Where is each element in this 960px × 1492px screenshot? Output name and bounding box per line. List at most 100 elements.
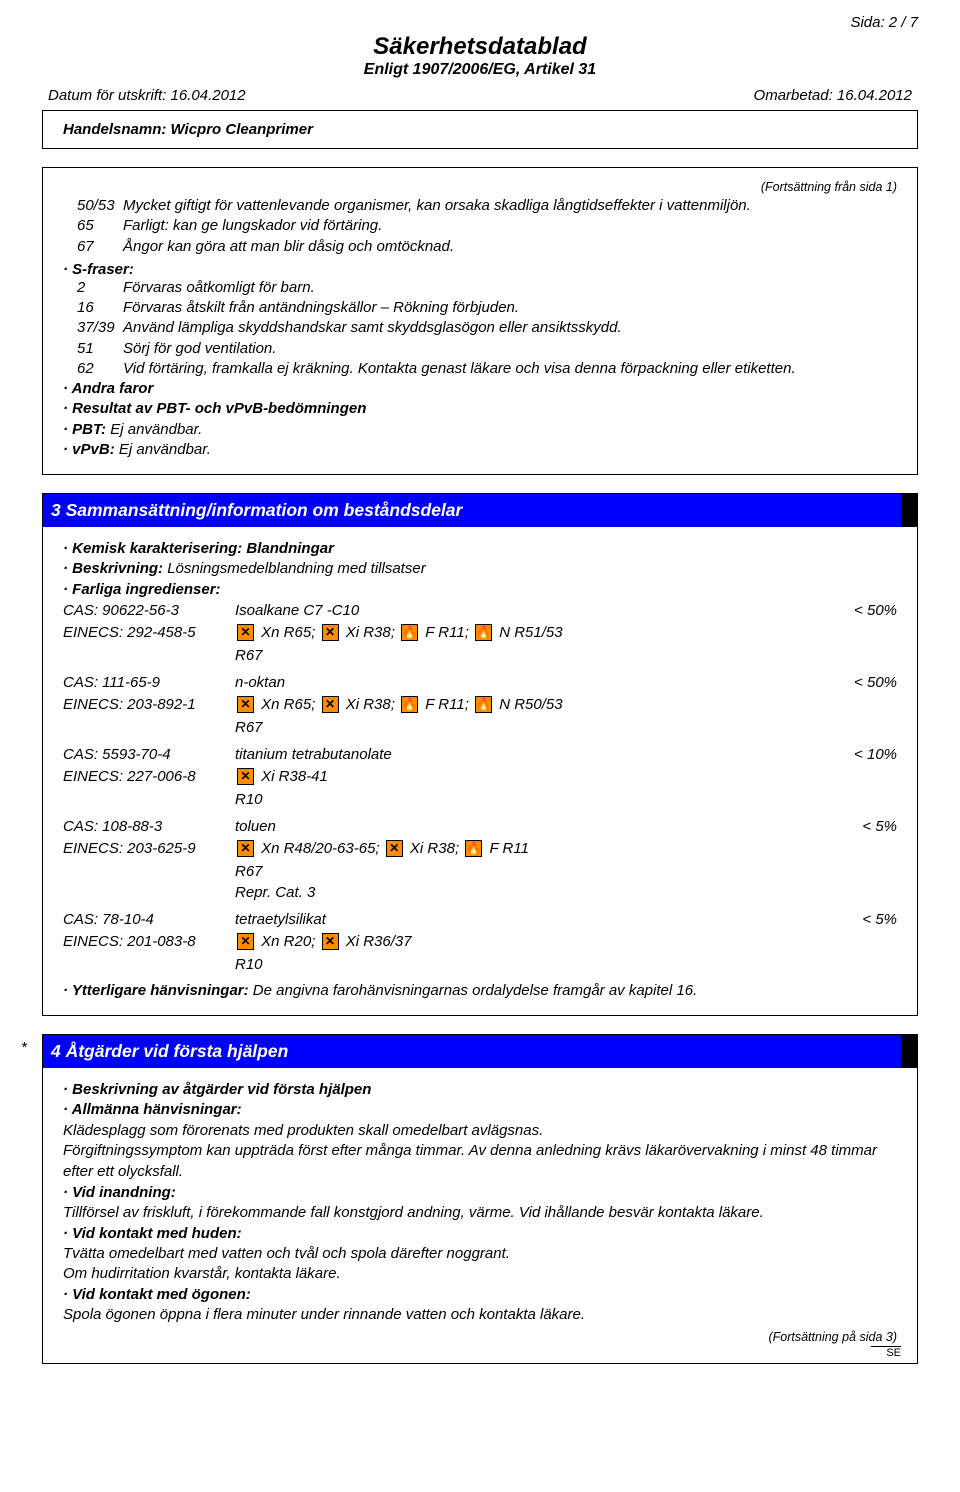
ingredient-row: CAS: 108-88-3toluen< 5%EINECS: 203-625-9…	[63, 816, 897, 903]
s-phrase-code: 37/39	[63, 318, 123, 338]
hazard-code: F R11;	[421, 624, 473, 641]
hazard-extra: R10	[63, 954, 897, 975]
einecs-number: EINECS: 203-892-1	[63, 693, 235, 717]
pbt-vpvb-result: Resultat av PBT- och vPvB-bedömningen	[63, 399, 897, 419]
hazard-code: Xn R65;	[257, 624, 320, 641]
s-phrases-header: · S-fraser:	[63, 261, 897, 278]
revised-date: Omarbetad: 16.04.2012	[754, 87, 912, 104]
skin-contact-header: Vid kontakt med huden:	[63, 1224, 897, 1244]
r-phrases: 50/53Mycket giftigt för vattenlevande or…	[63, 196, 897, 257]
trade-name: Handelsnamn: Wicpro Cleanprimer	[63, 121, 897, 138]
s-phrase-code: 51	[63, 339, 123, 359]
hazard-code: N R51/53	[495, 624, 563, 641]
chemical-characterization: Kemisk karakterisering: Blandningar	[63, 539, 897, 559]
hazard-x-icon	[237, 696, 254, 713]
cas-number: CAS: 108-88-3	[63, 816, 235, 837]
hazard-code: Xi R38;	[406, 840, 464, 857]
ingredient-row: CAS: 78-10-4tetraetylsilikat< 5%EINECS: …	[63, 909, 897, 975]
hazard-code: Xi R36/37	[342, 933, 412, 950]
andra-faror: Andra faror	[63, 379, 897, 399]
s-phrase-text: Använd lämpliga skyddshandskar samt skyd…	[123, 318, 897, 338]
r-phrase-text: Ångor kan göra att man blir dåsig och om…	[123, 237, 897, 257]
r-phrase-row: 50/53Mycket giftigt för vattenlevande or…	[63, 196, 897, 216]
hazard-x-icon	[237, 933, 254, 950]
first-aid-description: Beskrivning av åtgärder vid första hjälp…	[63, 1080, 897, 1100]
hazard-code: Xn R65;	[257, 696, 320, 713]
hazard-flame-icon: 🔥	[465, 840, 482, 857]
hazard-code: Xn R48/20-63-65;	[257, 840, 384, 857]
hazard-flame-icon: 🔥	[401, 696, 418, 713]
s-phrase-row: 51Sörj för god ventilation.	[63, 339, 897, 359]
section2-cont-box: (Fortsättning från sida 1) 50/53Mycket g…	[42, 167, 918, 475]
hazard-flame-icon: 🔥	[475, 624, 492, 641]
hazard-extra: R67	[63, 717, 897, 738]
hazard-symbols: Xn R20; Xi R36/37	[235, 930, 897, 954]
hazard-symbols: Xn R48/20-63-65; Xi R38; 🔥 F R11	[235, 837, 897, 861]
s-phrase-row: 37/39Använd lämpliga skyddshandskar samt…	[63, 318, 897, 338]
substance-name: n-oktan	[235, 672, 827, 693]
s-phrase-row: 16Förvaras åtskilt från antändningskällo…	[63, 298, 897, 318]
country-code: SE	[871, 1346, 901, 1359]
concentration: < 10%	[827, 744, 897, 765]
section3-box: 3 Sammansättning/information om bestånds…	[42, 493, 918, 1016]
s-phrase-row: 2Förvaras oåtkomligt för barn.	[63, 278, 897, 298]
handelsnamn-box: Handelsnamn: Wicpro Cleanprimer	[42, 110, 918, 149]
section3-header: 3 Sammansättning/information om bestånds…	[43, 494, 917, 527]
r-phrase-row: 65Farligt: kan ge lungskador vid förtäri…	[63, 216, 897, 236]
hazard-extra2: Repr. Cat. 3	[63, 882, 897, 903]
hazard-x-icon	[237, 768, 254, 785]
revision-star: *	[21, 1039, 27, 1056]
r-phrase-text: Mycket giftigt för vattenlevande organis…	[123, 196, 897, 216]
doc-title: Säkerhetsdatablad	[42, 33, 918, 61]
hazard-x-icon	[322, 933, 339, 950]
hazard-extra: R67	[63, 645, 897, 666]
inhalation-body: Tillförsel av friskluft, i förekommande …	[63, 1203, 897, 1224]
s-phrase-code: 2	[63, 278, 123, 298]
hazard-x-icon	[322, 696, 339, 713]
r-phrase-code: 50/53	[63, 196, 123, 216]
substance-name: Isoalkane C7 -C10	[235, 600, 827, 621]
print-date: Datum för utskrift: 16.04.2012	[48, 87, 246, 104]
s-phrase-text: Förvaras oåtkomligt för barn.	[123, 278, 897, 298]
eye-contact-body: Spola ögonen öppna i flera minuter under…	[63, 1305, 897, 1326]
einecs-number: EINECS: 292-458-5	[63, 621, 235, 645]
cas-number: CAS: 90622-56-3	[63, 600, 235, 621]
cas-number: CAS: 111-65-9	[63, 672, 235, 693]
continuation-to: (Fortsättning på sida 3)	[63, 1330, 897, 1344]
inhalation-header: Vid inandning:	[63, 1183, 897, 1203]
hazard-code: Xi R38;	[342, 624, 400, 641]
hazard-extra: R67	[63, 861, 897, 882]
date-row: Datum för utskrift: 16.04.2012 Omarbetad…	[42, 87, 918, 104]
vpvb-line: vPvB: Ej användbar.	[63, 440, 897, 460]
s-phrase-text: Förvaras åtskilt från antändningskällor …	[123, 298, 897, 318]
concentration: < 50%	[827, 600, 897, 621]
ingredient-row: CAS: 5593-70-4titanium tetrabutanolate< …	[63, 744, 897, 810]
ingredients-list: CAS: 90622-56-3Isoalkane C7 -C10< 50% EIN…	[63, 600, 897, 975]
doc-subtitle: Enligt 1907/2006/EG, Artikel 31	[42, 61, 918, 79]
skin-contact-1: Tvätta omedelbart med vatten och tvål oc…	[63, 1244, 897, 1265]
hazardous-ingredients-header: Farliga ingredienser:	[63, 580, 897, 600]
substance-name: toluen	[235, 816, 827, 837]
hazard-flame-icon: 🔥	[401, 624, 418, 641]
hazard-extra: R10	[63, 789, 897, 810]
r-phrase-code: 67	[63, 237, 123, 257]
s-phrase-row: 62Vid förtäring, framkalla ej kräkning. …	[63, 359, 897, 379]
substance-name: titanium tetrabutanolate	[235, 744, 827, 765]
s-phrase-code: 62	[63, 359, 123, 379]
section4-header: 4 Åtgärder vid första hjälpen	[43, 1035, 917, 1068]
hazard-code: Xi R38-41	[257, 768, 328, 785]
section4-box: * 4 Åtgärder vid första hjälpen Beskrivn…	[42, 1034, 918, 1364]
general-advice-header: Allmänna hänvisningar:	[63, 1100, 897, 1120]
hazard-x-icon	[322, 624, 339, 641]
eye-contact-header: Vid kontakt med ögonen:	[63, 1285, 897, 1305]
einecs-number: EINECS: 201-083-8	[63, 930, 235, 954]
ingredient-row: CAS: 90622-56-3Isoalkane C7 -C10< 50% EIN…	[63, 600, 897, 666]
hazard-code: F R11	[485, 840, 529, 857]
cas-number: CAS: 5593-70-4	[63, 744, 235, 765]
hazard-symbols: Xi R38-41	[235, 765, 897, 789]
concentration: < 5%	[827, 816, 897, 837]
hazard-x-icon	[386, 840, 403, 857]
concentration: < 5%	[827, 909, 897, 930]
hazard-x-icon	[237, 840, 254, 857]
hazard-flame-icon: 🔥	[475, 696, 492, 713]
